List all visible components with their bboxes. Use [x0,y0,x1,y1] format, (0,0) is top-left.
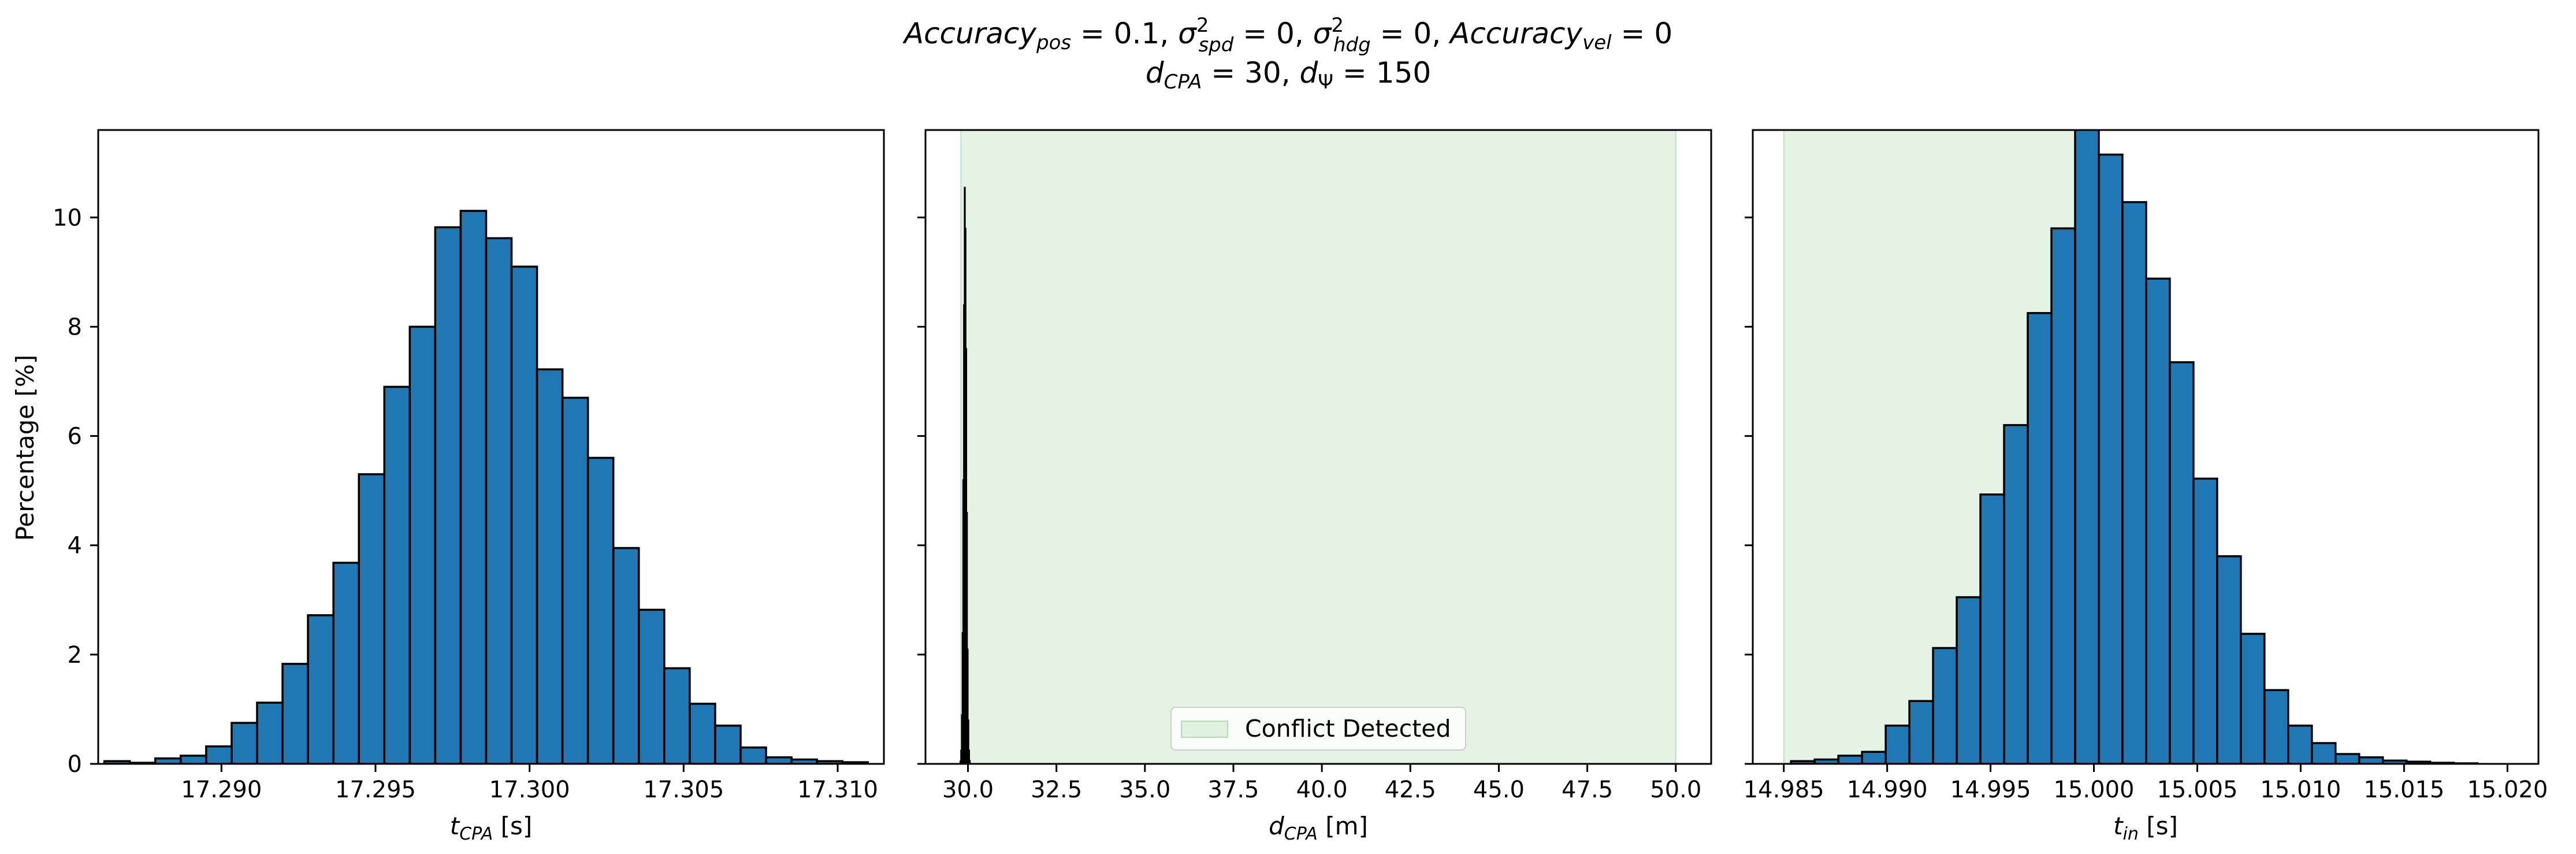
histogram-bar [689,703,716,764]
x-tick-label: 50.0 [1650,777,1701,803]
histogram-bar [408,325,437,764]
x-tick-label: 15.020 [2467,777,2548,803]
histogram-bar [2027,312,2053,764]
histogram-bar [612,547,640,764]
histogram-bar [1908,700,1934,764]
histogram-bar [536,368,564,764]
axes-frame [97,129,885,765]
x-tick-label: 17.310 [797,777,878,803]
x-tick-label: 40.0 [1296,777,1348,803]
x-tick-label: 17.290 [181,777,262,803]
histogram-bar [307,614,334,764]
histogram-bar [1861,751,1887,764]
y-tick-label: 10 [53,205,82,231]
histogram-bar [739,746,767,764]
plot-area [103,210,869,764]
histogram-bar [485,237,513,764]
histogram-bar [2192,477,2218,764]
figure-title-line2: dCPA = 30, dΨ = 150 [1146,56,1431,94]
histogram-bar [765,756,793,764]
x-tick-label: 17.305 [643,777,724,803]
y-tick-label: 4 [68,533,82,559]
histogram-bar [1979,493,2005,764]
histogram-bar [358,473,386,764]
x-tick-label: 15.015 [2363,777,2444,803]
x-tick-label: 42.5 [1385,777,1436,803]
histogram-bar [2050,227,2076,764]
histogram-bar [663,667,691,764]
x-tick-label: 15.005 [2157,777,2237,803]
figure-title-line1: Accuracypos = 0.1, σ2 spd = 0, σ2 hdg = 0,… [902,14,1672,57]
histogram-bar [434,226,462,764]
x-tick-label: 47.5 [1562,777,1613,803]
panel-3: 14.985 14.990 14.995 15.000 15.005 15.010 15.0… [1744,129,2548,844]
histogram-bar [2287,725,2313,764]
x-tick-label: 14.985 [1744,777,1824,803]
x-axis-label: tin [s] [2113,812,2178,844]
histogram-bar [2263,689,2289,764]
x-axis-label: dCPA [m] [1269,812,1368,844]
x-tick-label: 17.295 [335,777,416,803]
x-tick-label: 35.0 [1119,777,1170,803]
histogram-bar [231,722,258,764]
histogram-bar [638,608,666,764]
axes-frame [1752,129,2540,765]
histogram-bar [2074,130,2100,764]
histogram-bar [2216,555,2242,764]
x-tick-label: 37.5 [1207,777,1259,803]
plot-area [960,130,1677,764]
histogram-bar [2003,424,2029,764]
x-tick-label: 14.990 [1847,777,1928,803]
histogram-bar [1837,755,1863,764]
histogram-bar [2334,753,2361,764]
histogram-bar [2358,756,2384,764]
histogram-bar [2169,361,2195,764]
histogram-bar [383,385,411,764]
axes-frame [924,129,1712,765]
panel-1: 17.290 17.295 17.300 17.305 17.310 0 2 4 6 8 10 tCP… [53,129,885,844]
histogram-bar [205,745,233,764]
histogram-bar [586,456,615,764]
histogram-bar [2098,153,2124,764]
legend: Conflict Detected [1170,707,1466,751]
y-axis-label: Percentage [%] [11,355,39,541]
x-tick-label: 15.010 [2260,777,2341,803]
y-tick-label: 2 [68,642,82,669]
histogram-bar [1932,647,1958,764]
x-tick-label: 32.5 [1031,777,1082,803]
histogram-bar [332,562,360,764]
histogram-bar [2240,633,2266,764]
panel-2: 30.0 32.5 35.0 37.5 40.0 42.5 45.0 47.5 50.0 dCPA… [917,129,1712,844]
y-tick-label: 0 [68,751,82,778]
x-tick-label: 45.0 [1473,777,1525,803]
y-tick-label: 8 [68,314,82,340]
histogram-bar [256,701,284,764]
histogram-bar [2145,277,2171,764]
legend-swatch [1181,721,1228,738]
conflict-region [960,130,1677,764]
histogram-bar [2310,742,2337,764]
x-axis-label: tCPA [s] [450,812,533,844]
histogram-bar [180,755,207,764]
histogram-bar [281,663,309,764]
histogram-bar [459,210,488,764]
x-tick-label: 17.300 [489,777,570,803]
histogram-bar [2121,201,2147,764]
plot-area [1783,130,2479,764]
histogram-bar [967,719,969,764]
histogram-bar [1956,596,1982,764]
x-tick-label: 15.000 [2054,777,2135,803]
x-tick-label: 30.0 [942,777,994,803]
legend-label: Conflict Detected [1245,715,1451,742]
histogram-bar [1884,725,1910,764]
y-tick-label: 6 [68,424,82,450]
histogram-bar [510,265,538,764]
x-tick-label: 14.995 [1950,777,2031,803]
histogram-bar [561,396,589,764]
histogram-bar [714,725,742,764]
